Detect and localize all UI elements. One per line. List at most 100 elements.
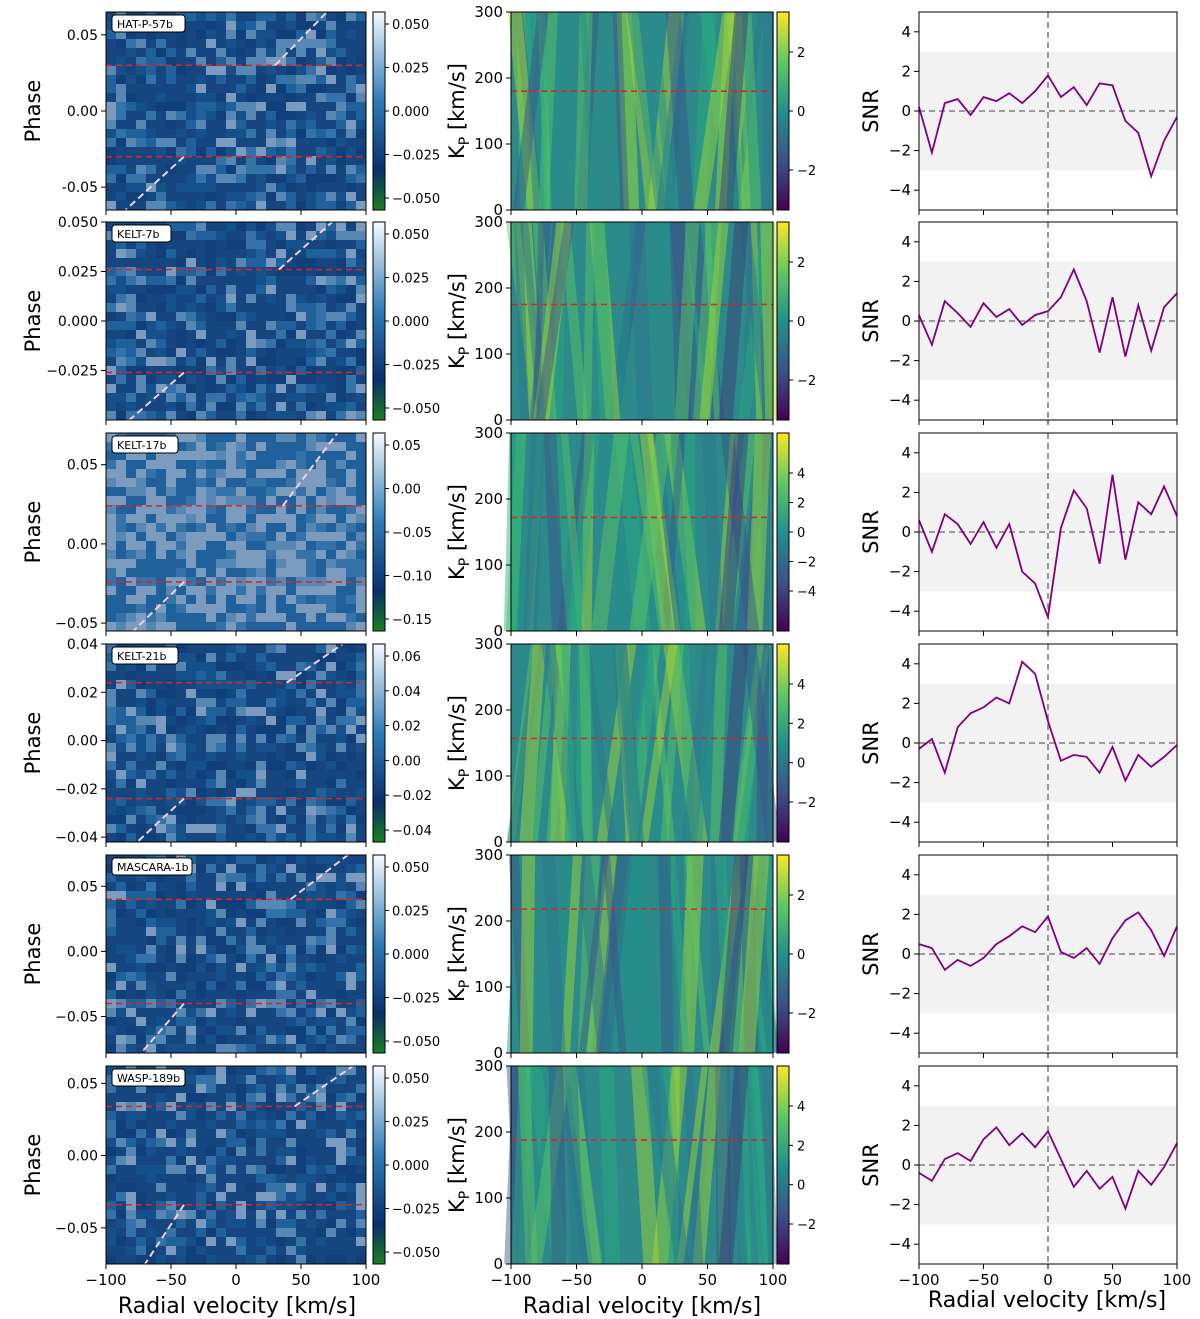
planet-row-kelt-21b: KELT-21b 0.04 0.02 0.00 −0.02 −0.04 Phase 0.06 0… bbox=[21, 635, 1178, 851]
colorbar-tick-label: 0.000 bbox=[392, 105, 429, 120]
phase-colorbar bbox=[372, 221, 386, 421]
kp-xtick-label: 50 bbox=[698, 1271, 717, 1289]
colorbar-tick-label: −0.10 bbox=[392, 570, 432, 585]
phase-ytick-label: −0.025 bbox=[46, 364, 98, 380]
colorbar-tick-label: −0.050 bbox=[392, 1035, 440, 1050]
phase-map-texture bbox=[106, 222, 366, 420]
kp-colorbar bbox=[776, 221, 790, 421]
colorbar-tick-label: −0.05 bbox=[392, 526, 432, 541]
colorbar-tick-label: −0.025 bbox=[392, 359, 440, 374]
planet-label-box bbox=[111, 857, 193, 876]
snr-xtick-label: 0 bbox=[1043, 1271, 1053, 1289]
col3-xlabel: Radial velocity [km/s] bbox=[928, 1288, 1166, 1313]
colorbar-tick-label: −0.025 bbox=[392, 149, 440, 164]
snr-ytick-label: 0 bbox=[901, 523, 911, 541]
phase-ytick-label: 0.02 bbox=[67, 685, 98, 701]
planet-trail-lower bbox=[144, 1204, 185, 1265]
planet-label-box bbox=[111, 224, 172, 243]
snr-ytick-label: 2 bbox=[901, 62, 911, 80]
phase-ytick-label: 0.05 bbox=[67, 458, 98, 474]
kp-map-panel: 0 100 200 300 KP [km/s] 4 2 0 −2 bbox=[445, 635, 816, 851]
kp-colorbar-tick-label: 4 bbox=[797, 1100, 805, 1115]
kp-xtick-label: 100 bbox=[759, 1271, 788, 1289]
phase-ytick-label: -0.05 bbox=[62, 180, 98, 196]
phase-map-panel: HAT-P-57b -0.05 0.00 0.05 Phase 0.050 0.025 0.0… bbox=[21, 11, 440, 215]
colorbar-tick-label: −0.050 bbox=[392, 1246, 440, 1261]
colorbar-tick-label: 0.025 bbox=[392, 272, 429, 287]
colorbar-tick-label: 0.00 bbox=[392, 754, 421, 769]
snr-ylabel: SNR bbox=[859, 510, 883, 554]
kp-colorbar-tick-label: −2 bbox=[797, 796, 816, 811]
snr-series-line bbox=[918, 73, 1178, 180]
snr-ytick-label: 2 bbox=[901, 694, 911, 712]
kp-ytick-label: 0 bbox=[493, 622, 503, 640]
snr-ytick-label: −4 bbox=[889, 1235, 911, 1253]
kp-map-panel: 0 100 200 300 KP [km/s] 2 0 −2 bbox=[445, 213, 816, 429]
kp-ylabel: KP [km/s] bbox=[445, 484, 473, 580]
kp-ytick-label: 100 bbox=[474, 978, 503, 996]
snr-ytick-label: −2 bbox=[889, 985, 911, 1003]
snr-ytick-label: 4 bbox=[901, 23, 911, 41]
snr-ylabel: SNR bbox=[859, 932, 883, 976]
kp-ytick-label: 0 bbox=[493, 833, 503, 851]
phase-map-texture bbox=[106, 433, 366, 631]
phase-ytick-label: −0.05 bbox=[55, 616, 98, 632]
kp-ytick-label: 300 bbox=[474, 3, 503, 21]
phase-ylabel: Phase bbox=[21, 712, 45, 775]
planet-trail-lower bbox=[128, 371, 185, 421]
phase-map-texture bbox=[106, 644, 366, 842]
col2-xlabel: Radial velocity [km/s] bbox=[523, 1294, 761, 1319]
snr-ytick-label: 4 bbox=[901, 444, 911, 462]
kp-colorbar bbox=[776, 432, 790, 632]
phase-ytick-label: −0.05 bbox=[55, 1010, 98, 1026]
colorbar-tick-label: 0.050 bbox=[392, 1072, 429, 1087]
kp-map-panel: 0 100 200 300 KP [km/s] 2 0 −2 bbox=[445, 846, 816, 1062]
planet-label: KELT-7b bbox=[111, 224, 172, 243]
kp-colorbar bbox=[776, 1065, 790, 1265]
snr-ytick-label: 2 bbox=[901, 905, 911, 923]
planet-row-kelt-7b: KELT-7b0.0500.0250.000−0.025Phase0.0500.… bbox=[21, 213, 1178, 429]
phase-ylabel: Phase bbox=[21, 290, 45, 353]
phase-xtick-label: 0 bbox=[231, 1271, 241, 1289]
col1-xlabel: Radial velocity [km/s] bbox=[118, 1294, 356, 1319]
snr-series-line bbox=[918, 911, 1178, 972]
phase-ylabel: Phase bbox=[21, 80, 45, 143]
snr-ytick-label: 4 bbox=[901, 655, 911, 673]
colorbar-tick-label: 0.04 bbox=[392, 685, 421, 700]
planet-trail-upper bbox=[281, 432, 339, 507]
planet-trail-lower bbox=[132, 581, 185, 632]
kp-colorbar bbox=[776, 643, 790, 843]
kp-ylabel: KP [km/s] bbox=[445, 695, 473, 791]
kp-colorbar-tick-label: 2 bbox=[797, 889, 805, 904]
snr-ytick-label: −4 bbox=[889, 391, 911, 409]
planet-trail-upper bbox=[289, 854, 349, 901]
snr-ylabel: SNR bbox=[859, 89, 883, 133]
kp-ytick-label: 100 bbox=[474, 556, 503, 574]
phase-colorbar bbox=[372, 854, 386, 1054]
snr-series-line bbox=[918, 660, 1178, 783]
snr-ytick-label: 2 bbox=[901, 483, 911, 501]
planet-label: MASCARA-1b bbox=[111, 857, 193, 876]
kp-colorbar-tick-label: −2 bbox=[797, 1218, 816, 1233]
snr-xtick-label: 100 bbox=[1163, 1271, 1192, 1289]
planet-label: KELT-17b bbox=[111, 435, 179, 454]
phase-ylabel: Phase bbox=[21, 1134, 45, 1197]
phase-ytick-label: −0.05 bbox=[55, 1221, 98, 1237]
kp-colorbar-tick-label: 0 bbox=[797, 105, 805, 120]
kp-colorbar-tick-label: −4 bbox=[797, 585, 816, 600]
colorbar-tick-label: −0.025 bbox=[392, 992, 440, 1007]
phase-ytick-label: 0.00 bbox=[67, 734, 98, 750]
phase-map-panel: KELT-17b 0.05 0.00 −0.05 Phase 0.05 0.00 −0.05 −… bbox=[21, 432, 432, 636]
snr-ytick-label: 2 bbox=[901, 272, 911, 290]
kp-ytick-label: 200 bbox=[474, 490, 503, 508]
planet-label: HAT-P-57b bbox=[111, 14, 186, 33]
planet-row-wasp-189b: WASP-189b 0.05 0.00 −0.05 Phase −100 −50 0 50 100… bbox=[21, 1057, 1191, 1289]
phase-ytick-label: 0.050 bbox=[58, 215, 98, 231]
panel-grid: HAT-P-57b -0.05 0.00 0.05 Phase 0.050 0.025 0.0… bbox=[21, 3, 1191, 1289]
kp-ytick-label: 0 bbox=[493, 1044, 503, 1062]
phase-ytick-label: 0.000 bbox=[58, 314, 98, 330]
kp-ytick-label: 300 bbox=[474, 213, 503, 231]
phase-xtick-label: −100 bbox=[85, 1271, 126, 1289]
planet-row-mascara-1b: MASCARA-1b 0.05 0.00 −0.05 Phase 0.050 0.025 0.… bbox=[21, 846, 1178, 1062]
kp-ytick-label: 100 bbox=[474, 1189, 503, 1207]
